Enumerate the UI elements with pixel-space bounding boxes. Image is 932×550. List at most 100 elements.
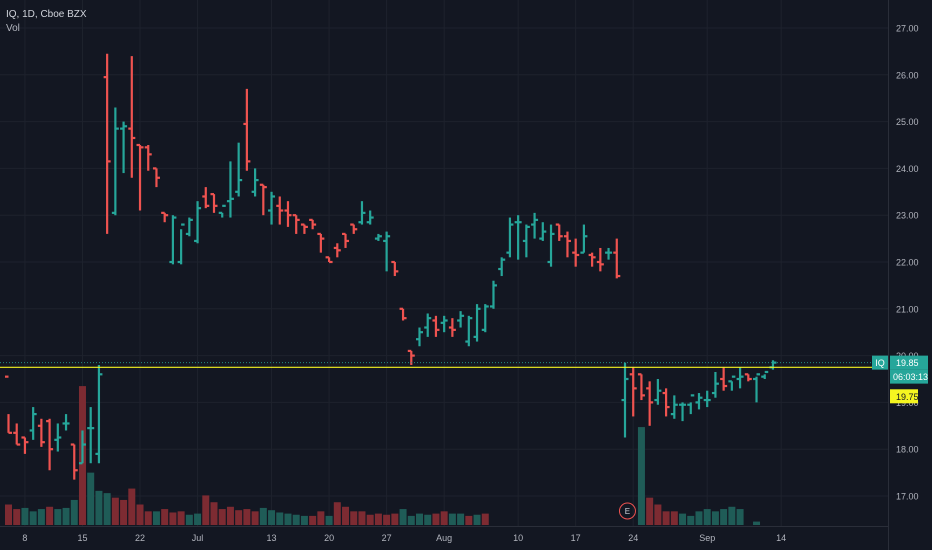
volume-bar xyxy=(276,512,284,525)
last-price-label: 19.85 xyxy=(896,358,919,368)
volume-bar xyxy=(753,521,761,525)
volume-bar xyxy=(136,504,144,525)
hline-label-bg xyxy=(890,389,918,404)
volume-bar xyxy=(695,511,703,525)
volume-bar xyxy=(62,507,70,525)
chart-legend: IQ, 1D, Cboe BZX Vol xyxy=(6,8,87,36)
volume-bar xyxy=(251,511,259,525)
ohlc-bar xyxy=(317,232,325,253)
volume-bar xyxy=(111,497,119,525)
y-tick-label: 24.00 xyxy=(896,164,919,174)
volume-bar xyxy=(325,515,333,525)
x-tick-label: 17 xyxy=(571,533,581,543)
x-tick-label: 27 xyxy=(382,533,392,543)
ohlc-bar xyxy=(605,247,613,260)
volume-bar xyxy=(309,515,317,525)
ohlc-bar xyxy=(769,360,777,370)
ohlc-bar xyxy=(185,217,193,237)
x-tick-label: 15 xyxy=(77,533,87,543)
volume-bar xyxy=(333,502,341,525)
volume-bar xyxy=(37,509,45,525)
earnings-event-marker[interactable]: E xyxy=(618,502,636,520)
volume-bar xyxy=(292,514,300,525)
ohlc-bar xyxy=(54,423,62,452)
price-axis[interactable]: 27.0026.0025.0024.0023.0022.0021.0020.00… xyxy=(896,24,919,502)
ohlc-bar xyxy=(670,395,678,419)
ohlc-bar xyxy=(284,201,292,227)
ohlc-bar xyxy=(202,187,210,209)
ohlc-bar xyxy=(489,280,497,309)
volume-bar xyxy=(226,506,234,525)
ohlc-bar xyxy=(325,256,333,264)
y-tick-label: 22.00 xyxy=(896,258,919,268)
ohlc-bar xyxy=(95,364,103,464)
volume-bar xyxy=(662,511,670,525)
ohlc-bar xyxy=(161,211,169,223)
ohlc-bar xyxy=(374,233,382,241)
ohlc-bar xyxy=(711,371,719,398)
volume-bar xyxy=(103,493,111,525)
volume-bar xyxy=(284,513,292,525)
hline-price-label: 19.75 xyxy=(896,392,919,402)
horizontal-line[interactable] xyxy=(0,362,888,368)
ohlc-bar xyxy=(37,418,45,447)
ohlc-bar xyxy=(46,418,54,471)
ohlc-bar xyxy=(399,307,407,321)
volume-indicator-label[interactable]: Vol xyxy=(6,23,20,34)
bar-countdown: 06:03:13 xyxy=(893,372,928,382)
volume-bar xyxy=(646,497,654,525)
ohlc-bar xyxy=(736,367,744,389)
ohlc-bar xyxy=(276,196,284,225)
ohlc-bar xyxy=(457,311,465,328)
volume-bar xyxy=(424,514,432,525)
volume-bar xyxy=(457,513,465,525)
volume-bar xyxy=(87,472,95,525)
x-tick-label: 10 xyxy=(513,533,523,543)
ohlc-bar xyxy=(506,217,514,258)
volume-bar xyxy=(465,515,473,525)
symbol-tag-text: IQ xyxy=(875,358,885,368)
ohlc-bar xyxy=(613,238,621,279)
volume-bar xyxy=(152,511,160,525)
x-tick-label: 14 xyxy=(776,533,786,543)
ohlc-bar xyxy=(300,223,308,234)
ohlc-bar xyxy=(539,222,547,241)
ohlc-bar xyxy=(531,212,539,239)
ohlc-bar xyxy=(703,390,711,408)
volume-bar xyxy=(407,515,415,525)
symbol-title[interactable]: IQ, 1D, Cboe BZX xyxy=(6,9,87,20)
ohlc-bar xyxy=(514,215,522,260)
ohlc-bar xyxy=(761,370,769,379)
ohlc-bar xyxy=(5,375,12,434)
ohlc-bar xyxy=(563,231,571,258)
volume-bar xyxy=(29,511,37,525)
ohlc-bar xyxy=(218,204,226,218)
time-axis[interactable]: 8 15 22 Jul 13 20 27 Aug 10 17 24 Sep 14 xyxy=(22,533,786,543)
volume-bar xyxy=(218,509,226,525)
ohlc-bar xyxy=(572,238,580,267)
y-tick-label: 21.00 xyxy=(896,304,919,314)
ohlc-bar xyxy=(177,223,185,265)
volume-bar xyxy=(703,509,711,525)
x-tick-label: Aug xyxy=(436,533,452,543)
ohlc-bar xyxy=(210,193,218,213)
volume-bar xyxy=(399,509,407,525)
volume-bar xyxy=(679,513,687,525)
ohlc-bar xyxy=(309,218,317,230)
ohlc-bar xyxy=(78,430,86,465)
chart-grid xyxy=(0,0,889,550)
x-tick-label: 24 xyxy=(628,533,638,543)
volume-bar xyxy=(46,506,54,525)
volume-bar xyxy=(177,511,185,525)
ohlc-bar xyxy=(728,375,736,391)
ohlc-bar xyxy=(21,436,29,454)
volume-bar xyxy=(728,506,736,525)
volume-bar xyxy=(70,499,78,525)
ohlc-bar xyxy=(744,373,752,382)
volume-bar xyxy=(350,511,358,525)
ohlc-bar xyxy=(416,327,423,347)
volume-bar xyxy=(391,513,399,525)
ohlc-bar xyxy=(588,252,596,267)
volume-bar xyxy=(473,514,481,525)
